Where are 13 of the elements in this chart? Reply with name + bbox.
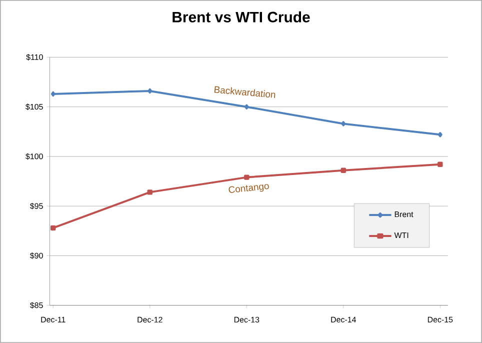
point <box>148 88 152 94</box>
annotation: Contango <box>228 184 269 193</box>
point <box>438 162 443 168</box>
point <box>50 91 56 97</box>
point <box>50 225 56 231</box>
point <box>244 104 249 110</box>
point <box>244 174 250 180</box>
point <box>340 168 346 173</box>
point <box>147 190 152 195</box>
chart-title: Brent vs WTI Crude <box>172 11 310 22</box>
annotation: Backwardation <box>214 86 276 98</box>
point <box>341 121 346 126</box>
point <box>438 132 442 138</box>
